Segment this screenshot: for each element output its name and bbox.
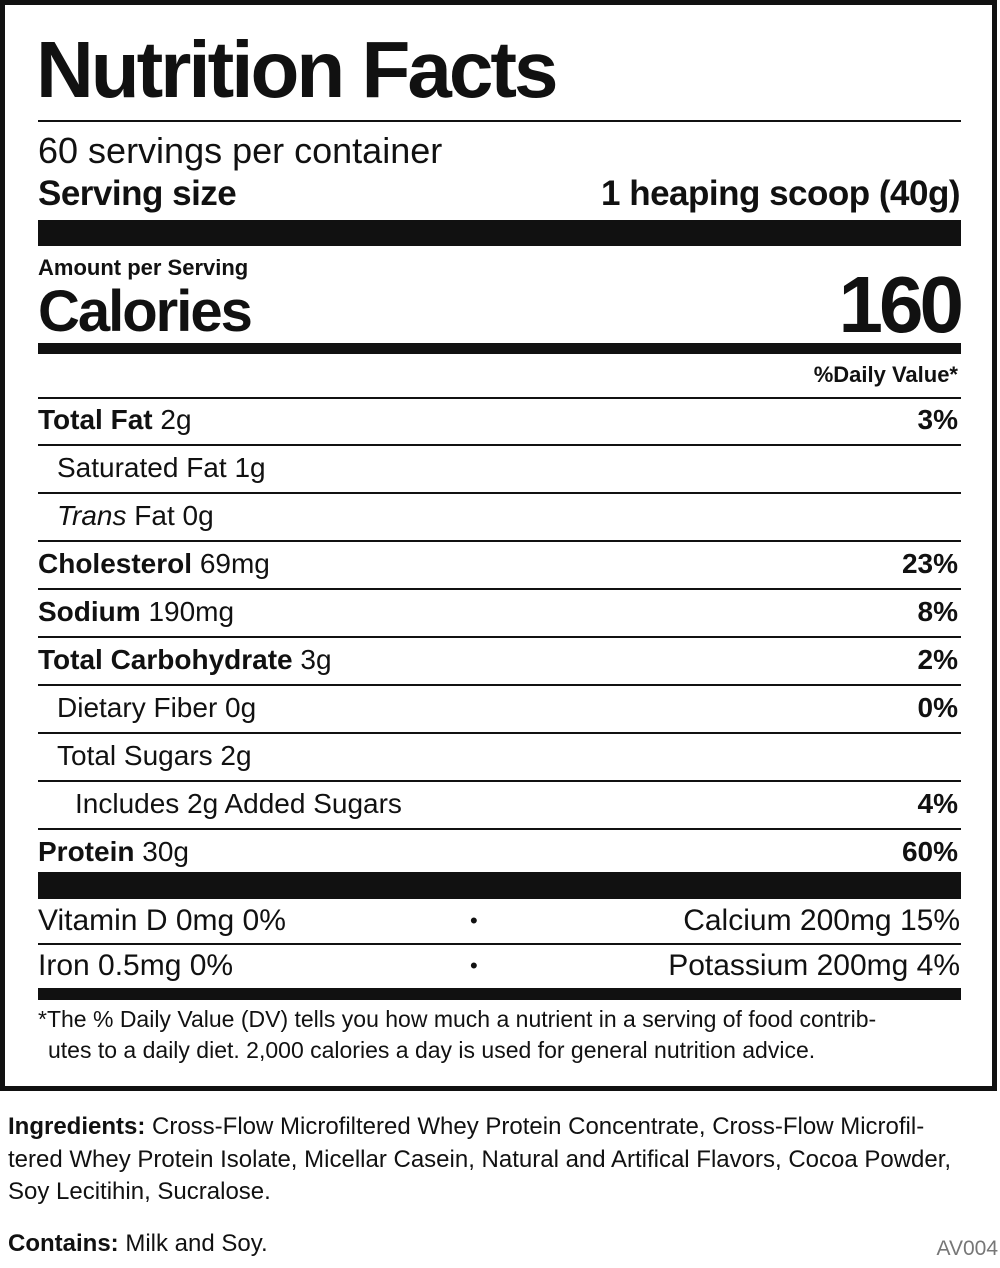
separator: • (470, 952, 478, 978)
nutrient-amount: 30g (142, 836, 189, 867)
nutrient-amount: 0g (225, 692, 257, 723)
nutrient: Cholesterol 69mg (38, 547, 270, 581)
contains: Contains: Milk and Soy. (8, 1229, 268, 1257)
ingredients: Ingredients: Cross-Flow Microfiltered Wh… (8, 1112, 925, 1140)
amount-per-serving: Amount per Serving (38, 254, 249, 280)
daily-value: 3% (917, 404, 958, 436)
footnote: *The % Daily Value (DV) tells you how mu… (38, 1006, 877, 1033)
nutrient: Dietary Fiber 0g (57, 691, 256, 725)
nutrient-name: Total Sugars (57, 740, 213, 771)
rule (38, 636, 961, 638)
nutrient-name: Total Carbohydrate (38, 644, 293, 675)
label-border (0, 0, 997, 1091)
nutrient-name: Includes 2g Added Sugars (75, 788, 402, 819)
nutrient-name: Sodium (38, 596, 141, 627)
nutrient-amount: 1g (234, 452, 266, 483)
nutrient: Total Sugars 2g (57, 739, 252, 773)
nutrient-name: Dietary Fiber (57, 692, 218, 723)
medium-rule (38, 343, 961, 354)
nutrient: Sodium 190mg (38, 595, 234, 629)
nutrient-amount: 2g (220, 740, 252, 771)
nutrient-amount: Fat 0g (134, 500, 214, 531)
dv-header: %Daily Value* (813, 361, 958, 387)
nutrient: Total Fat 2g (38, 403, 192, 437)
ingredients-label: Ingredients: (8, 1112, 146, 1140)
daily-value: 2% (917, 644, 958, 676)
rule (38, 588, 961, 590)
daily-value: 0% (917, 692, 958, 724)
nutrient: Trans Fat 0g (57, 499, 214, 533)
daily-value: 8% (917, 596, 958, 628)
nutrient: Saturated Fat 1g (57, 451, 266, 485)
rule (38, 780, 961, 782)
footnote: utes to a daily diet. 2,000 calories a d… (48, 1037, 816, 1064)
nutrient: Total Carbohydrate 3g (38, 643, 332, 677)
calories-label: Calories (38, 279, 253, 345)
title: Nutrition Facts (36, 25, 558, 114)
thick-rule (38, 872, 961, 899)
nutrient-name: Cholesterol (38, 548, 193, 579)
daily-value: 23% (901, 548, 958, 580)
serving-size-value: 1 heaping scoop (40g) (601, 174, 961, 213)
rule (38, 120, 961, 122)
nutrient-name: Trans (57, 500, 127, 531)
rule (38, 492, 961, 494)
vitamin-left: Iron 0.5mg 0% (38, 949, 234, 982)
vitamin-right: Calcium 200mg 15% (683, 904, 960, 937)
code: AV004 (936, 1237, 999, 1261)
daily-value: 60% (901, 836, 958, 868)
vitamin-left: Vitamin D 0mg 0% (38, 904, 286, 937)
nutrient-amount: 190mg (148, 596, 235, 627)
vitamin-right: Potassium 200mg 4% (668, 949, 960, 982)
daily-value: 4% (917, 788, 958, 820)
nutrient-amount: 69mg (199, 548, 270, 579)
nutrient: Protein 30g (38, 835, 189, 869)
ingredients: Soy Lecitihin, Sucralose. (8, 1177, 271, 1205)
rule (38, 444, 961, 446)
servings: 60 servings per container (38, 130, 443, 172)
serving-size-label: Serving size (38, 174, 237, 213)
calories-value: 160 (838, 260, 965, 349)
rule (38, 540, 961, 542)
nutrient: Includes 2g Added Sugars (75, 787, 402, 821)
nutrient-amount: 3g (300, 644, 332, 675)
nutrient-name: Saturated Fat (57, 452, 227, 483)
rule (38, 397, 961, 399)
contains-label: Contains: (8, 1229, 119, 1257)
separator: • (470, 907, 478, 933)
rule (38, 943, 961, 945)
thick-rule (38, 220, 961, 246)
nutrient-name: Protein (38, 836, 135, 867)
rule (38, 828, 961, 830)
ingredients: tered Whey Protein Isolate, Micellar Cas… (8, 1145, 952, 1173)
nutrient-name: Total Fat (38, 404, 153, 435)
rule (38, 732, 961, 734)
rule (38, 684, 961, 686)
medium-rule (38, 988, 961, 1000)
nutrient-amount: 2g (160, 404, 192, 435)
